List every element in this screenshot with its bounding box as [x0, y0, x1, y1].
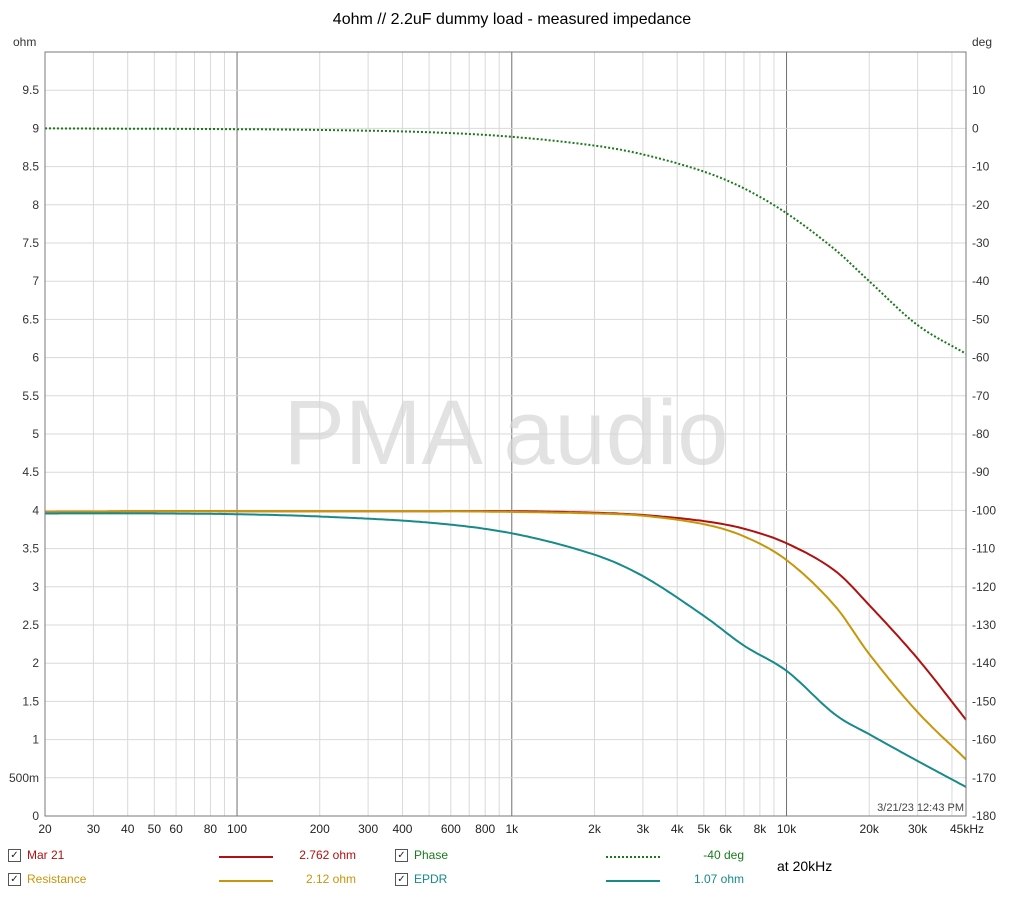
- x-tick-label: 6k: [719, 822, 733, 836]
- legend-value-mar21: 2.762 ohm: [299, 848, 356, 862]
- right-y-tick-label: -50: [972, 312, 990, 326]
- right-y-tick-label: -40: [972, 274, 990, 288]
- x-tick-label: 800: [475, 822, 495, 836]
- left-y-tick-label: 9: [32, 121, 39, 135]
- x-tick-label: 50: [148, 822, 162, 836]
- phase-checkbox[interactable]: ✓: [395, 849, 408, 862]
- legend-value-resistance: 2.12 ohm: [305, 872, 356, 886]
- x-tick-label: 45kHz: [950, 822, 984, 836]
- legend-label-epdr: EPDR: [414, 872, 448, 886]
- x-tick-label: 40: [121, 822, 135, 836]
- x-tick-label: 20k: [860, 822, 880, 836]
- left-y-tick-label: 8.5: [22, 160, 39, 174]
- x-tick-label: 400: [392, 822, 412, 836]
- legend-row: ✓ Mar 21 2.762 ohm ✓ Phase -40 deg: [0, 846, 1024, 868]
- left-y-tick-label: 6.5: [22, 312, 39, 326]
- left-y-tick-label: 0: [32, 809, 39, 823]
- mar21-swatch: [219, 856, 273, 858]
- right-y-tick-label: -70: [972, 389, 990, 403]
- resistance-swatch: [219, 880, 273, 882]
- right-y-tick-label: -180: [972, 809, 996, 823]
- left-y-tick-label: 7.5: [22, 236, 39, 250]
- x-tick-label: 100: [227, 822, 247, 836]
- left-y-tick-label: 7: [32, 274, 39, 288]
- legend-note: at 20kHz: [777, 858, 833, 874]
- x-tick-label: 1k: [505, 822, 519, 836]
- right-y-tick-label: -150: [972, 694, 996, 708]
- right-y-tick-label: -60: [972, 351, 990, 365]
- x-tick-label: 200: [310, 822, 330, 836]
- series-line-mar-21: [45, 510, 967, 721]
- chart-grid: [45, 52, 966, 817]
- right-y-tick-label: -80: [972, 427, 990, 441]
- x-tick-label: 30k: [908, 822, 928, 836]
- left-axis-unit: ohm: [13, 35, 36, 49]
- right-y-tick-label: -100: [972, 503, 996, 517]
- phase-swatch: [606, 856, 660, 858]
- watermark: PMA audio: [284, 382, 729, 484]
- x-tick-label: 10k: [777, 822, 797, 836]
- chart-title: 4ohm // 2.2uF dummy load - measured impe…: [333, 11, 692, 28]
- right-y-tick-label: -140: [972, 656, 996, 670]
- series-line-phase: [45, 127, 967, 355]
- left-y-tick-label: 3.5: [22, 542, 39, 556]
- x-tick-label: 600: [441, 822, 461, 836]
- right-y-tick-label: -110: [972, 542, 995, 556]
- right-y-tick-label: -30: [972, 236, 990, 250]
- series-line-resistance: [45, 510, 967, 761]
- right-y-tick-label: -120: [972, 580, 996, 594]
- x-tick-label: 3k: [637, 822, 651, 836]
- left-y-tick-label: 5.5: [22, 389, 39, 403]
- epdr-swatch: [606, 880, 660, 882]
- right-y-tick-label: -130: [972, 618, 996, 632]
- left-y-tick-label: 4.5: [22, 465, 39, 479]
- x-tick-label: 20: [38, 822, 52, 836]
- mar21-checkbox[interactable]: ✓: [8, 849, 21, 862]
- right-y-tick-label: -170: [972, 771, 996, 785]
- legend-value-epdr: 1.07 ohm: [693, 872, 744, 886]
- right-y-tick-label: 0: [972, 121, 979, 135]
- legend-label-resistance: Resistance: [27, 872, 87, 886]
- left-y-tick-label: 1: [32, 733, 39, 747]
- left-y-tick-label: 8: [32, 198, 39, 212]
- left-y-tick-label: 500m: [9, 771, 39, 785]
- right-y-tick-label: -160: [972, 733, 996, 747]
- x-tick-label: 60: [169, 822, 183, 836]
- left-y-tick-label: 6: [32, 351, 39, 365]
- right-y-tick-label: -90: [972, 465, 990, 479]
- x-tick-label: 4k: [671, 822, 685, 836]
- legend-label-phase: Phase: [414, 848, 449, 862]
- x-tick-label: 2k: [588, 822, 602, 836]
- left-y-tick-label: 2: [32, 656, 39, 670]
- left-y-tick-label: 5: [32, 427, 39, 441]
- series-line-epdr: [45, 512, 967, 788]
- left-y-tick-label: 2.5: [22, 618, 39, 632]
- x-tick-label: 300: [358, 822, 378, 836]
- left-y-tick-label: 1.5: [22, 694, 39, 708]
- impedance-chart: 4ohm // 2.2uF dummy load - measured impe…: [9, 11, 996, 836]
- legend-value-phase: -40 deg: [703, 848, 744, 862]
- left-y-tick-label: 3: [32, 580, 39, 594]
- right-y-tick-label: -10: [972, 160, 990, 174]
- legend-row: ✓ Resistance 2.12 ohm ✓ EPDR 1.07 ohm: [0, 870, 1024, 892]
- timestamp: 3/21/23 12:43 PM: [877, 802, 964, 814]
- epdr-checkbox[interactable]: ✓: [395, 873, 408, 886]
- plot-frame: [44, 51, 967, 817]
- left-y-tick-label: 4: [32, 503, 39, 517]
- x-tick-label: 80: [204, 822, 218, 836]
- right-y-tick-label: -20: [972, 198, 990, 212]
- legend-label-mar21: Mar 21: [27, 848, 65, 862]
- left-y-tick-label: 9.5: [22, 83, 39, 97]
- x-tick-label: 5k: [697, 822, 711, 836]
- x-tick-label: 30: [87, 822, 101, 836]
- resistance-checkbox[interactable]: ✓: [8, 873, 21, 886]
- right-axis-unit: deg: [972, 35, 992, 49]
- chart-series: [45, 127, 967, 788]
- legend: ✓ Mar 21 2.762 ohm ✓ Phase -40 deg ✓ Res…: [0, 838, 1024, 897]
- x-tick-label: 8k: [754, 822, 768, 836]
- chart-ticks: 20 30 40 50 60 80 100 200 300 400 600 800 1k 2k 3k 4k 5k…: [9, 83, 996, 836]
- right-y-tick-label: 10: [972, 83, 986, 97]
